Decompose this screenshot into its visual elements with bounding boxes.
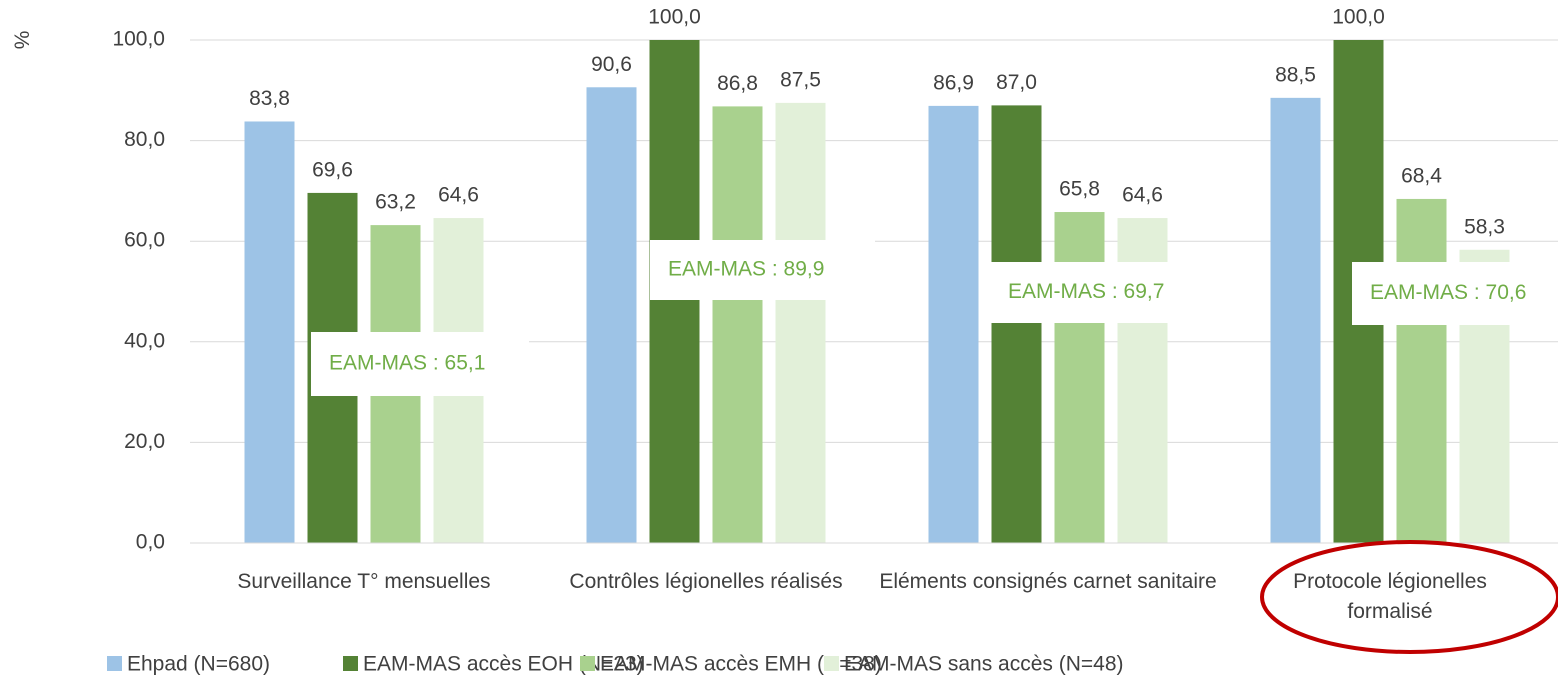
value-label: 87,0 <box>996 71 1037 94</box>
value-label: 63,2 <box>375 191 416 214</box>
annotation-box <box>650 240 875 300</box>
y-axis-label: % <box>9 31 32 50</box>
legend-swatch <box>824 656 839 671</box>
bar <box>928 105 979 543</box>
legend-label: EAM-MAS accès EMH (N=38) <box>600 653 882 676</box>
annotation-box <box>311 332 529 396</box>
value-label: 87,5 <box>780 68 821 91</box>
y-tick-label: 60,0 <box>124 229 165 252</box>
x-tick-label: Protocole légionelles formalisé <box>1293 570 1487 623</box>
x-tick-label: Contrôles légionelles réalisés <box>569 570 843 593</box>
value-label: 65,8 <box>1059 178 1100 201</box>
bar <box>1270 97 1321 543</box>
value-label: 69,6 <box>312 158 353 181</box>
annotation: EAM-MAS : 70,6 <box>1370 281 1526 304</box>
bar <box>244 121 295 544</box>
y-tick-label: 20,0 <box>124 430 165 453</box>
legend-label: EAM-MAS accès EOH (N=23) <box>363 653 644 676</box>
y-tick-label: 80,0 <box>124 128 165 151</box>
bar <box>586 87 637 544</box>
y-tick-label: 100,0 <box>112 28 165 51</box>
x-tick-label: Eléments consignés carnet sanitaire <box>879 570 1217 593</box>
bar <box>991 105 1042 543</box>
legend-swatch <box>107 656 122 671</box>
legend-swatch <box>343 656 358 671</box>
legend-label: Ehpad (N=680) <box>127 653 270 676</box>
value-label: 58,3 <box>1464 215 1505 238</box>
value-label: 64,6 <box>438 184 479 207</box>
legend-swatch <box>580 656 595 671</box>
annotation: EAM-MAS : 65,1 <box>329 352 485 375</box>
y-tick-label: 40,0 <box>124 329 165 352</box>
bar <box>1054 212 1105 543</box>
value-label: 83,8 <box>249 87 290 110</box>
annotation-box <box>990 262 1200 323</box>
annotation: EAM-MAS : 69,7 <box>1008 280 1164 303</box>
value-label: 86,9 <box>933 71 974 94</box>
value-label: 68,4 <box>1401 164 1442 187</box>
x-tick-label: Surveillance T° mensuelles <box>237 570 491 593</box>
highlight-ellipse <box>1260 540 1558 654</box>
bar <box>775 102 826 543</box>
value-label: 88,5 <box>1275 63 1316 86</box>
value-label: 86,8 <box>717 72 758 95</box>
bar <box>712 106 763 544</box>
value-label: 64,6 <box>1122 184 1163 207</box>
legend-label: EAM-MAS sans accès (N=48) <box>844 653 1124 676</box>
y-tick-label: 0,0 <box>136 531 165 554</box>
value-label: 100,0 <box>648 6 701 29</box>
annotation-box <box>1352 262 1558 325</box>
bar <box>1396 198 1447 543</box>
value-label: 90,6 <box>591 53 632 76</box>
value-label: 100,0 <box>1332 6 1385 29</box>
annotation: EAM-MAS : 89,9 <box>668 258 824 281</box>
